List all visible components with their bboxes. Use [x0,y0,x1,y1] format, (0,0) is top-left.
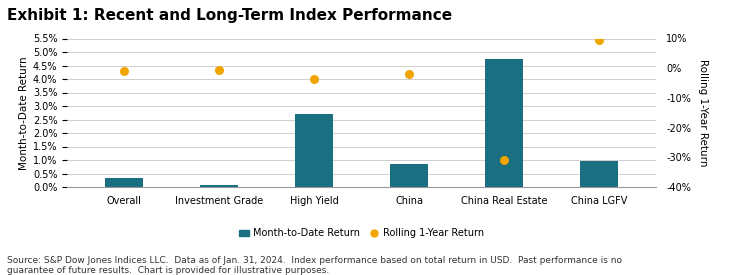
Bar [105,178,143,187]
Text: Exhibit 1: Recent and Long-Term Index Performance: Exhibit 1: Recent and Long-Term Index Pe… [7,8,453,23]
Bar [486,59,524,187]
Point [594,38,606,42]
Point [213,67,225,72]
Y-axis label: Rolling 1-Year Return: Rolling 1-Year Return [698,59,708,166]
Point [118,69,130,73]
Bar [200,185,238,187]
Bar [295,114,333,187]
Point [498,158,510,163]
Text: Source: S&P Dow Jones Indices LLC.  Data as of Jan. 31, 2024.  Index performance: Source: S&P Dow Jones Indices LLC. Data … [7,255,622,275]
Point [308,76,320,81]
Bar [390,164,428,187]
Y-axis label: Month-to-Date Return: Month-to-Date Return [19,56,28,170]
Bar [580,161,618,187]
Legend: Month-to-Date Return, Rolling 1-Year Return: Month-to-Date Return, Rolling 1-Year Ret… [236,224,488,242]
Point [404,72,416,76]
